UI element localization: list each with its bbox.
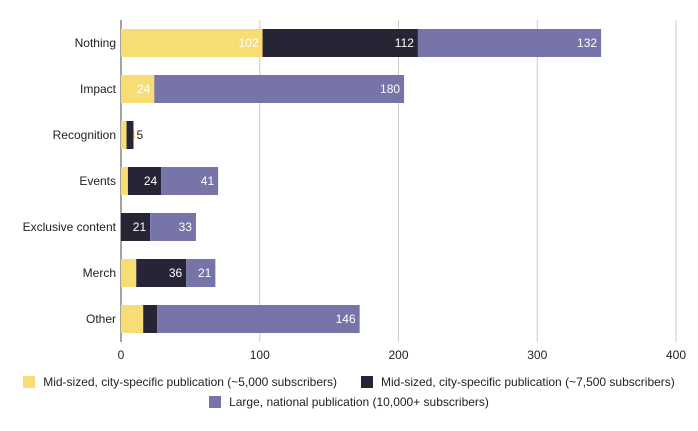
x-tick-label-200: 200 <box>388 348 408 362</box>
chart-legend: Mid-sized, city-specific publication (~5… <box>0 372 698 412</box>
bar-label-0-series-0: 102 <box>238 36 258 50</box>
bar-label-5-series-2: 21 <box>198 266 212 280</box>
x-tick-label-0: 0 <box>118 348 125 362</box>
bar-2-series-1 <box>126 121 134 149</box>
category-label-4: Exclusive content <box>23 220 117 234</box>
bar-3-series-2 <box>161 167 219 195</box>
bar-1-series-0 <box>121 75 155 103</box>
bar-3-series-0 <box>121 167 128 195</box>
x-tick-label-300: 300 <box>527 348 547 362</box>
bar-5-series-2 <box>186 259 216 287</box>
bar-1-series-2 <box>154 75 405 103</box>
bar-6-series-1 <box>143 305 158 333</box>
bar-label-6-series-2: 146 <box>336 312 356 326</box>
bar-label-0-series-1: 112 <box>395 36 414 50</box>
category-label-1: Impact <box>80 82 117 96</box>
legend-row-2: Large, national publication (10,000+ sub… <box>0 392 698 412</box>
legend-label-series-2: Large, national publication (10,000+ sub… <box>229 395 489 409</box>
legend-item-series-1: Mid-sized, city-specific publication (~7… <box>361 375 675 389</box>
bar-0-series-2 <box>417 29 602 57</box>
bar-5-series-1 <box>136 259 187 287</box>
category-label-0: Nothing <box>75 36 116 50</box>
legend-swatch-series-1 <box>361 376 373 388</box>
bar-label-4-series-2: 33 <box>179 220 193 234</box>
category-label-2: Recognition <box>53 128 116 142</box>
legend-label-series-0: Mid-sized, city-specific publication (~5… <box>43 375 337 389</box>
x-tick-label-100: 100 <box>250 348 270 362</box>
bar-4-series-1 <box>121 213 151 241</box>
bar-label-3-series-2: 41 <box>201 174 215 188</box>
bar-0-series-0 <box>121 29 263 57</box>
x-tick-label-400: 400 <box>666 348 686 362</box>
bar-6-series-2 <box>157 305 360 333</box>
bar-label-4-series-1: 21 <box>133 220 147 234</box>
chart-plot: 0 100 200 300 400 Nothing 102 112 132 Impact 24 180… <box>23 20 686 362</box>
bar-3-series-1 <box>127 167 162 195</box>
bar-4-series-2 <box>150 213 196 241</box>
bar-label-0-series-2: 132 <box>577 36 597 50</box>
category-label-6: Other <box>86 312 116 326</box>
bar-2-series-0 <box>121 121 127 149</box>
bar-6-series-0 <box>121 305 144 333</box>
bar-label-1-series-0: 24 <box>137 82 151 96</box>
bar-label-1-series-2: 180 <box>380 82 400 96</box>
bar-5-series-0 <box>121 259 137 287</box>
category-label-5: Merch <box>83 266 116 280</box>
legend-row-1: Mid-sized, city-specific publication (~5… <box>0 372 698 392</box>
legend-label-series-1: Mid-sized, city-specific publication (~7… <box>381 375 675 389</box>
category-label-3: Events <box>79 174 116 188</box>
bar-label-2-series-1: 5 <box>136 128 143 142</box>
bar-0-series-1 <box>262 29 418 57</box>
bar-label-3-series-1: 24 <box>144 174 158 188</box>
legend-swatch-series-2 <box>209 396 222 408</box>
legend-item-series-0: Mid-sized, city-specific publication (~5… <box>23 375 337 389</box>
legend-item-series-2: Large, national publication (10,000+ sub… <box>209 395 489 409</box>
legend-swatch-series-0 <box>23 376 36 388</box>
bar-label-5-series-1: 36 <box>169 266 183 280</box>
